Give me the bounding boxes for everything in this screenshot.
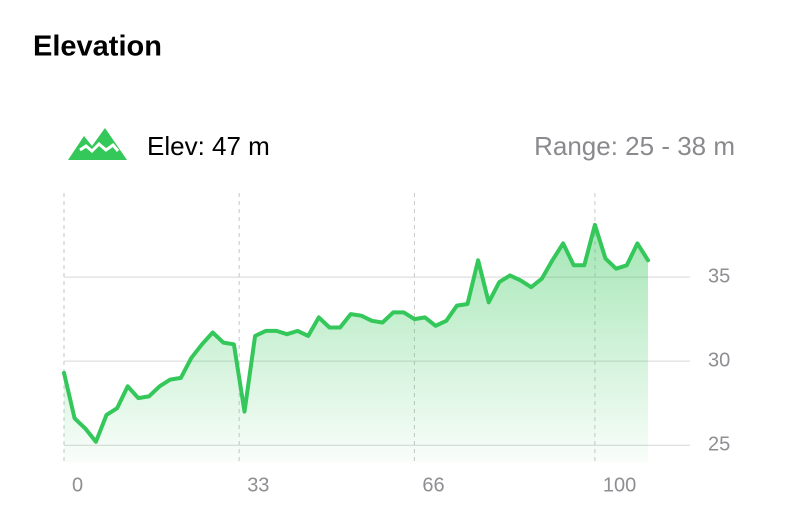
title: Elevation xyxy=(33,31,162,63)
mountain-icon xyxy=(68,128,127,160)
elevation-line xyxy=(62,222,650,444)
current-elevation: Elev: 47 m xyxy=(147,131,270,161)
x-tick-label: 100 xyxy=(603,474,636,496)
x-tick-label: 66 xyxy=(422,474,444,496)
elevation-area xyxy=(64,224,648,462)
y-tick-label: 25 xyxy=(708,433,730,455)
x-tick-label: 0 xyxy=(72,474,83,496)
y-tick-label: 35 xyxy=(708,265,730,287)
y-tick-label: 30 xyxy=(708,349,730,371)
elevation-range: Range: 25 - 38 m xyxy=(534,131,735,161)
x-tick-label: 33 xyxy=(247,474,269,496)
